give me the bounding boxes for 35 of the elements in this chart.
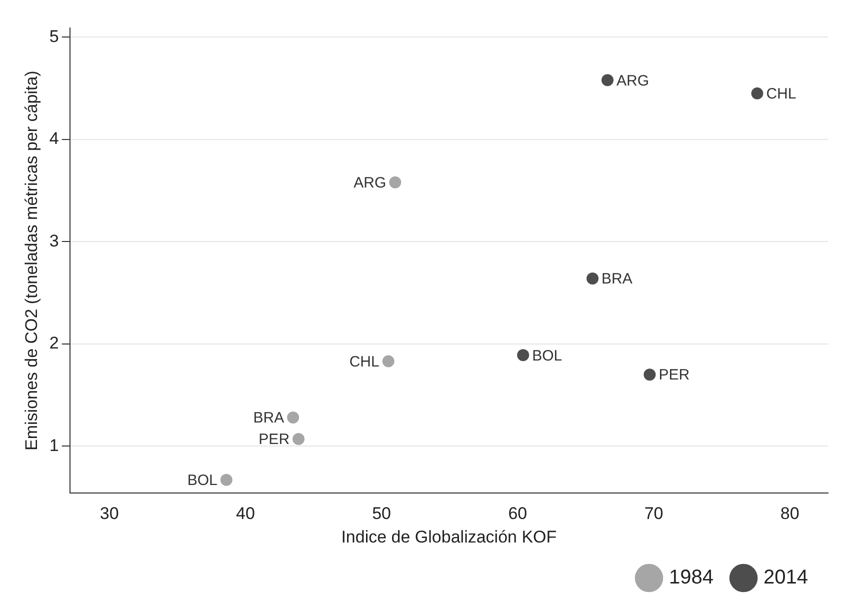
x-tick-label: 40 [236, 504, 255, 524]
x-tick-label: 60 [508, 504, 528, 524]
annotation: BRA [253, 410, 284, 427]
x-tick-label: 30 [100, 504, 119, 524]
annotation: ARG [616, 72, 650, 90]
point [292, 433, 305, 446]
legend-label: 2014 [764, 566, 808, 589]
annotation: PER [258, 431, 290, 448]
legend-label: 1984 [669, 566, 714, 589]
point [382, 355, 394, 368]
y-axis-title: Emisiones de CO2 (toneladas métricas per cápita) [22, 70, 41, 451]
point [220, 474, 232, 486]
point [287, 412, 300, 424]
point [517, 349, 530, 362]
y-tick-label: 4 [49, 129, 59, 148]
point [602, 74, 614, 86]
x-axis-title: Indice de Globalización KOF [341, 527, 557, 546]
y-tick-label: 3 [49, 231, 59, 250]
point [389, 176, 402, 188]
annotation: ARG [354, 174, 386, 192]
x-tick-label: 50 [372, 504, 392, 524]
annotation: CHL [766, 86, 796, 103]
y-tick-label: 1 [49, 436, 59, 455]
annotation: PER [658, 366, 690, 384]
annotation: BOL [532, 347, 562, 364]
point [586, 272, 599, 284]
y-tick-label: 5 [49, 26, 59, 46]
y-tick-label: 2 [49, 334, 59, 353]
point [644, 368, 656, 381]
x-tick-label: 80 [780, 504, 800, 524]
annotation: CHL [349, 353, 380, 370]
annotation: BRA [602, 270, 632, 288]
point [751, 87, 764, 100]
x-tick-label: 70 [644, 504, 664, 524]
annotation: BOL [187, 472, 218, 490]
